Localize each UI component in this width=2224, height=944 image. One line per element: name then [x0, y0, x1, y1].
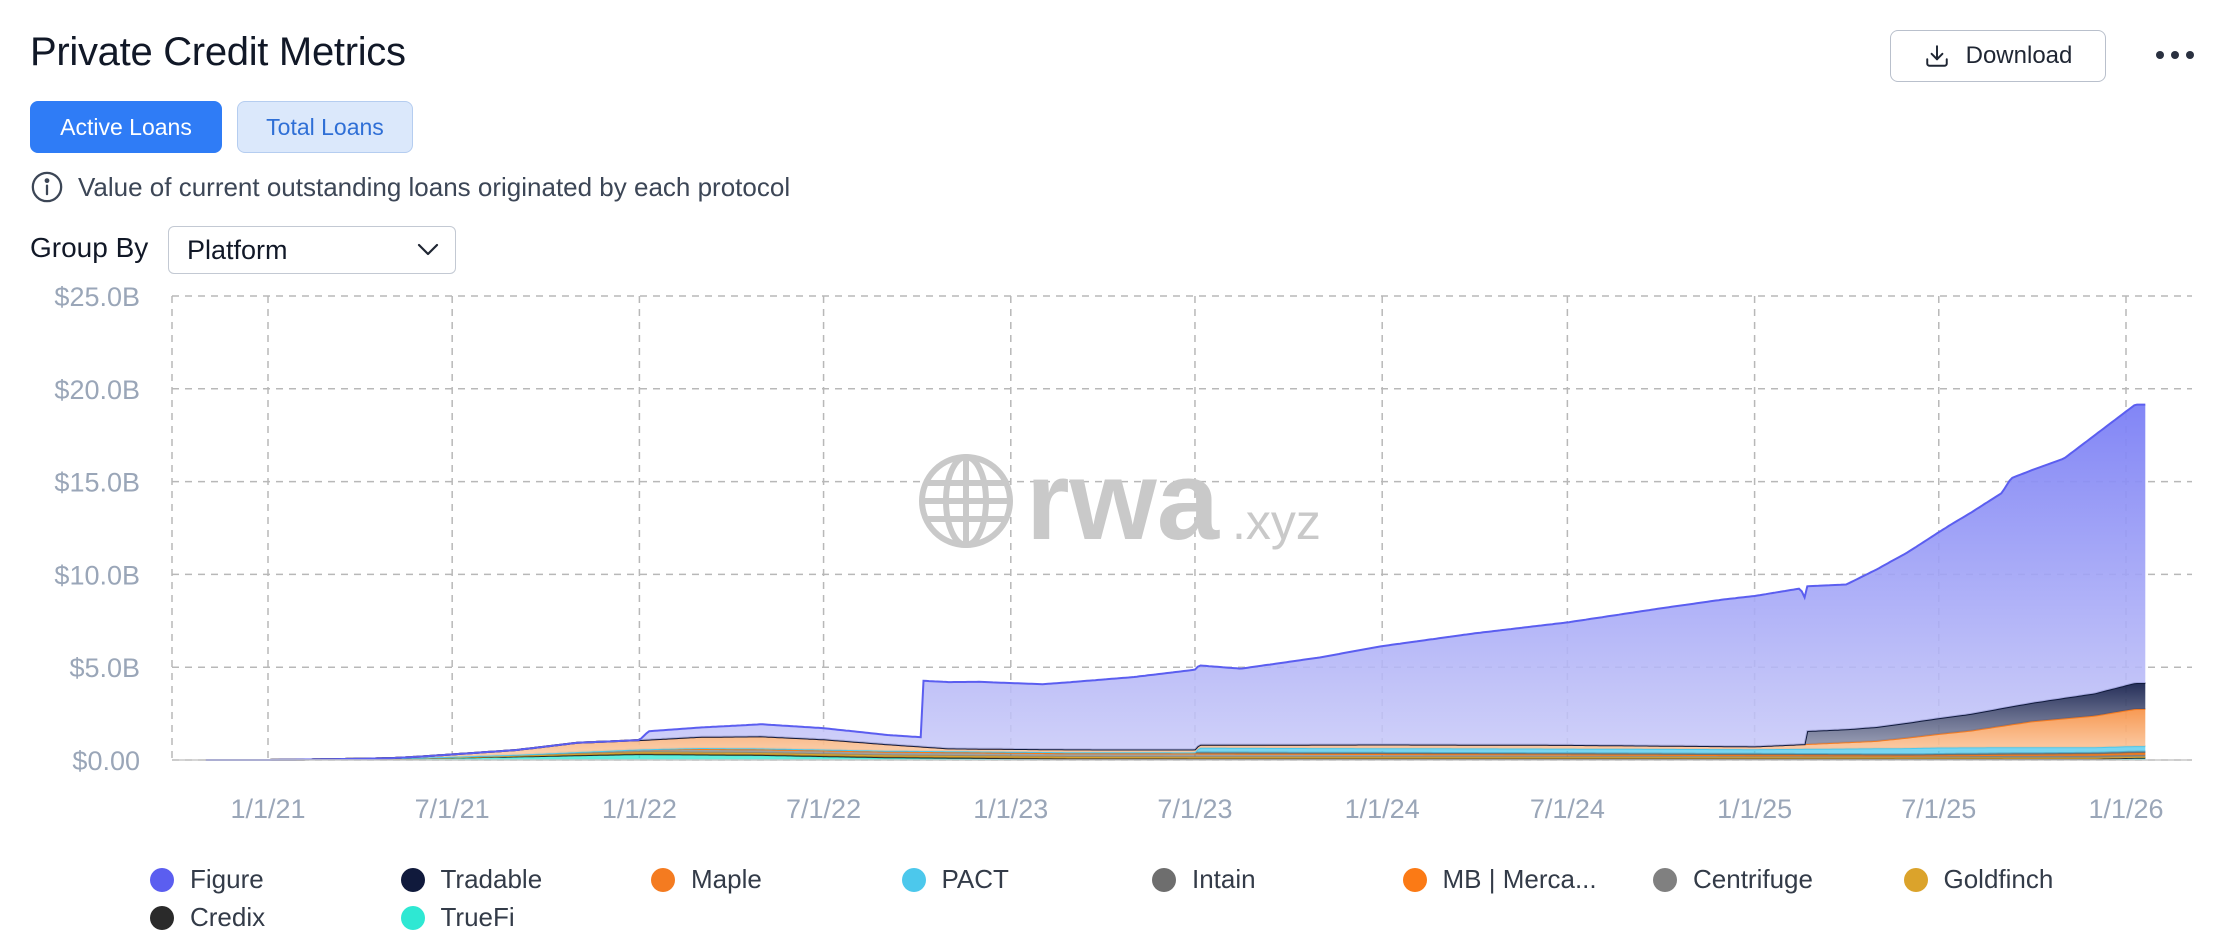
- x-tick-label: 7/1/22: [786, 794, 861, 824]
- info-row: Value of current outstanding loans origi…: [30, 170, 790, 204]
- chevron-down-icon: [417, 243, 439, 256]
- x-tick-label: 1/1/23: [973, 794, 1048, 824]
- x-tick-label: 1/1/25: [1717, 794, 1792, 824]
- legend-swatch: [1653, 867, 1677, 892]
- legend-item[interactable]: Intain: [1152, 864, 1256, 895]
- legend-item[interactable]: TrueFi: [400, 902, 515, 933]
- legend-label: TrueFi: [440, 902, 515, 932]
- series-area-figure: [205, 404, 2146, 760]
- watermark-suffix: .xyz: [1232, 494, 1321, 550]
- legend-swatch: [150, 867, 174, 892]
- x-tick-label: 7/1/24: [1530, 794, 1605, 824]
- legend-label: Intain: [1192, 864, 1256, 894]
- y-tick-label: $5.0B: [69, 653, 140, 683]
- download-label: Download: [1965, 42, 2073, 69]
- x-tick-label: 7/1/25: [1901, 794, 1976, 824]
- legend-label: Credix: [190, 902, 266, 932]
- page-title: Private Credit Metrics: [30, 30, 406, 74]
- legend-swatch: [400, 867, 425, 892]
- download-button[interactable]: Download: [1890, 30, 2106, 82]
- legend-swatch: [1903, 867, 1928, 892]
- legend-label: Maple: [691, 864, 762, 894]
- y-tick-label: $0.00: [72, 746, 140, 776]
- series-area-maple: [205, 709, 2146, 760]
- y-tick-label: $25.0B: [54, 282, 140, 312]
- legend-label: Goldfinch: [1943, 864, 2054, 894]
- y-tick-label: $10.0B: [54, 560, 140, 590]
- legend-item[interactable]: MB | Merca...: [1402, 864, 1597, 895]
- legend-swatch: [651, 867, 675, 892]
- legend-item[interactable]: Centrifuge: [1653, 864, 1813, 895]
- legend-item[interactable]: Figure: [150, 864, 264, 895]
- info-icon: [31, 171, 63, 203]
- tab-total-loans[interactable]: Total Loans: [237, 101, 413, 153]
- legend-swatch: [400, 905, 425, 930]
- legend-swatch: [901, 867, 926, 892]
- x-tick-label: 1/1/22: [602, 794, 677, 824]
- group-by-value: Platform: [187, 234, 288, 265]
- series-line-figure: [205, 403, 2146, 761]
- legend-item[interactable]: PACT: [901, 864, 1009, 895]
- tab-active-loans[interactable]: Active Loans: [30, 101, 222, 153]
- watermark: rwa .xyz: [919, 438, 1321, 563]
- info-text: Value of current outstanding loans origi…: [78, 171, 791, 202]
- legend-label: Figure: [190, 864, 264, 894]
- legend-label: Centrifuge: [1693, 864, 1813, 894]
- x-tick-label: 1/1/26: [2088, 794, 2163, 824]
- group-by-label: Group By: [30, 232, 149, 263]
- x-tick-label: 7/1/21: [415, 794, 490, 824]
- watermark-main: rwa: [1026, 438, 1220, 563]
- more-options-button[interactable]: [2150, 40, 2200, 70]
- legend-swatch: [1402, 867, 1427, 892]
- legend-label: PACT: [941, 864, 1009, 894]
- download-icon: [1925, 45, 1948, 67]
- legend-label: Tradable: [440, 864, 543, 894]
- globe-icon: [919, 454, 1013, 548]
- legend-swatch: [1152, 867, 1176, 892]
- legend-item[interactable]: Credix: [150, 902, 265, 933]
- more-horizontal-icon: [2156, 51, 2194, 59]
- legend-item[interactable]: Goldfinch: [1903, 864, 2054, 895]
- legend-item[interactable]: Tradable: [400, 864, 543, 895]
- x-tick-label: 1/1/21: [230, 794, 305, 824]
- y-tick-label: $15.0B: [54, 468, 140, 498]
- legend-label: MB | Merca...: [1442, 864, 1597, 894]
- legend-item[interactable]: Maple: [651, 864, 762, 895]
- legend-swatch: [150, 905, 174, 930]
- group-by-select[interactable]: Platform: [168, 226, 456, 274]
- y-tick-label: $20.0B: [54, 375, 140, 405]
- x-tick-label: 7/1/23: [1157, 794, 1232, 824]
- x-tick-label: 1/1/24: [1345, 794, 1420, 824]
- series-area-truefi: [205, 754, 2146, 760]
